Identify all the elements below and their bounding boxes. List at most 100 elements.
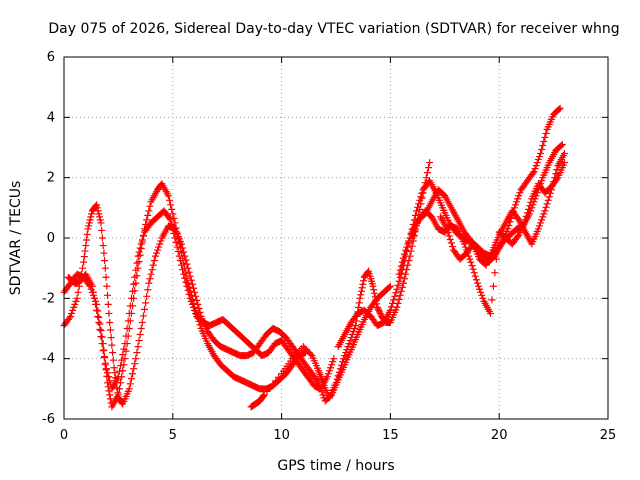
data-point [460, 240, 468, 248]
data-point-interp [138, 236, 146, 244]
data-point-interp [106, 391, 114, 399]
data-point-interp [137, 240, 145, 248]
data-point-interp [96, 326, 104, 334]
data-point-interp [102, 273, 110, 281]
data-point [386, 306, 394, 314]
data-point-interp [97, 333, 105, 341]
data-point-interp [512, 201, 520, 209]
data-point-interp [155, 243, 163, 251]
data-point-interp [98, 234, 106, 242]
data-point-interp [107, 334, 115, 342]
data-point-interp [397, 262, 405, 270]
data-point-interp [418, 189, 426, 197]
data-point-interp [98, 226, 106, 234]
data-point-interp [184, 286, 192, 294]
data-point-interp [187, 276, 195, 284]
data-point [73, 294, 81, 302]
data-point-interp [514, 232, 522, 240]
data-point [413, 207, 421, 215]
y-tick-label: 4 [47, 110, 55, 125]
data-point-interp [137, 325, 145, 332]
data-point-interp [80, 253, 88, 261]
data-point-interp [95, 210, 103, 218]
data-point-interp [149, 261, 157, 269]
data-point-interp [103, 282, 111, 290]
data-point-interp [513, 198, 521, 206]
data-point-interp [357, 291, 365, 299]
data-point [352, 321, 360, 329]
data-point-interp [188, 280, 196, 288]
data-point [408, 234, 416, 242]
data-point-interp [144, 211, 152, 219]
data-point [260, 391, 268, 399]
data-point [332, 379, 340, 387]
data-point-interp [395, 277, 403, 285]
data-point-interp [96, 213, 104, 221]
data-point-interp [172, 239, 180, 247]
data-point [151, 252, 159, 260]
data-point [101, 361, 109, 369]
x-axis-label: GPS time / hours [277, 458, 394, 474]
data-point-interp [132, 266, 140, 274]
data-point [138, 318, 146, 326]
data-point-interp [447, 239, 455, 247]
data-point-interp [108, 341, 116, 349]
data-point-interp [542, 129, 550, 137]
data-point-interp [170, 229, 178, 237]
data-point [171, 219, 179, 227]
data-point-interp [532, 162, 540, 170]
data-point [393, 285, 401, 293]
data-point-interp [549, 182, 557, 190]
data-point-interp [120, 361, 128, 369]
data-point-interp [85, 219, 93, 227]
data-point-interp [552, 170, 560, 178]
data-point [97, 219, 105, 227]
data-point-interp [360, 277, 368, 285]
data-point-interp [101, 257, 109, 265]
data-point-interp [537, 219, 545, 227]
data-point-interp [390, 296, 398, 304]
data-point-interp [136, 331, 144, 339]
data-point-interp [396, 291, 404, 299]
data-point-interp [145, 207, 153, 215]
data-point-interp [398, 258, 406, 266]
data-point [88, 282, 96, 290]
data-point [443, 225, 451, 233]
data-point [356, 294, 364, 302]
data-point-interp [157, 237, 165, 245]
data-point [95, 318, 103, 326]
data-point-interp [364, 268, 372, 276]
data-points [60, 104, 568, 411]
data-point-interp [81, 247, 89, 255]
data-point-interp [191, 306, 199, 314]
data-point-interp [120, 345, 128, 353]
data-point-interp [139, 232, 147, 240]
data-point-interp [146, 202, 154, 210]
data-point [67, 312, 75, 320]
data-point-interp [370, 286, 378, 294]
data-point-interp [538, 146, 546, 154]
data-point-interp [391, 292, 399, 300]
data-point-interp [85, 222, 93, 230]
data-point [121, 355, 129, 363]
data-point-interp [540, 210, 548, 218]
data-point-interp [373, 300, 381, 308]
data-point [121, 340, 129, 348]
data-point-interp [119, 351, 127, 359]
data-point-interp [444, 228, 452, 236]
data-point [473, 279, 481, 287]
data-point-interp [396, 266, 404, 274]
data-point-interp [104, 369, 112, 377]
data-point-interp [129, 370, 137, 378]
data-point [369, 282, 377, 290]
data-point [467, 258, 475, 266]
data-point-interp [342, 349, 350, 357]
data-point-interp [531, 165, 539, 173]
series-track-d [247, 159, 434, 411]
data-point-interp [347, 334, 355, 342]
data-point-interp [543, 200, 551, 208]
data-point-interp [106, 326, 114, 334]
data-point-interp [341, 352, 349, 360]
data-point-interp [471, 272, 479, 280]
data-point-interp [69, 306, 77, 314]
